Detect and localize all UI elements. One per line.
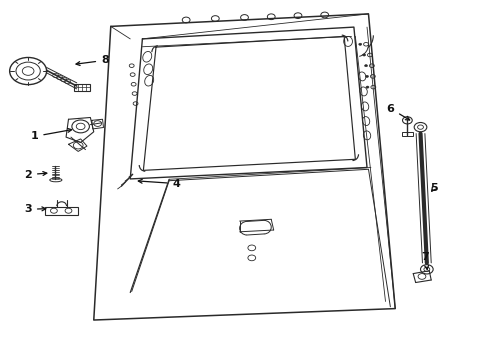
Text: 5: 5 [429, 183, 437, 193]
Circle shape [364, 64, 367, 67]
Bar [45, 207, 78, 215]
Circle shape [366, 86, 368, 88]
Text: 8: 8 [76, 55, 109, 66]
Circle shape [358, 43, 361, 45]
Bar [401, 132, 412, 136]
Circle shape [365, 75, 368, 77]
Text: 6: 6 [386, 104, 409, 120]
Circle shape [362, 54, 365, 56]
Bar [74, 84, 90, 91]
Text: 1: 1 [31, 129, 72, 141]
Text: 7: 7 [421, 252, 428, 269]
Text: 4: 4 [138, 179, 180, 189]
Text: 3: 3 [24, 204, 46, 214]
Text: 2: 2 [24, 170, 47, 180]
